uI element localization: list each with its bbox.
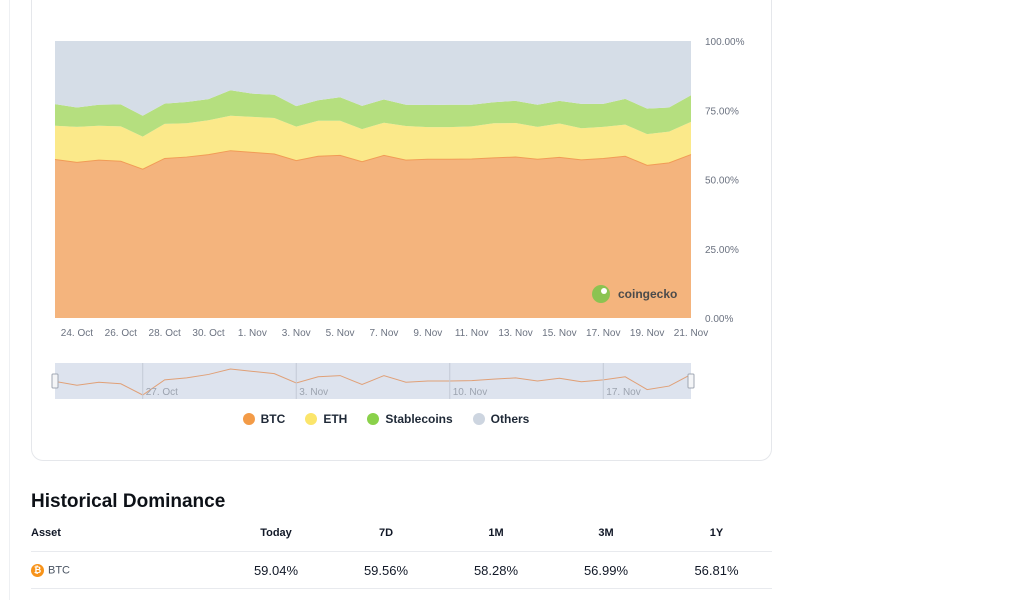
header-1y: 1Y [709, 527, 724, 539]
x-tick-label: 11. Nov [455, 328, 489, 339]
coingecko-logo-eye [601, 288, 607, 294]
table-header-row: Asset Today 7D 1M 3M 1Y [31, 515, 772, 552]
others-area[interactable] [55, 41, 691, 116]
x-tick-label: 1. Nov [238, 328, 267, 339]
value-1m: 58.28% [441, 551, 551, 589]
x-tick-label: 5. Nov [326, 328, 355, 339]
y-tick-label: 100.00% [705, 37, 745, 48]
stablecoins-legend-dot [367, 413, 380, 425]
x-tick-label: 3. Nov [282, 328, 311, 339]
x-tick-label: 30. Oct [192, 328, 224, 339]
value-today: 59.04% [221, 551, 331, 589]
legend-label-others: Others [490, 412, 530, 426]
legend-item-others[interactable]: Others [472, 412, 530, 426]
value-7d: 59.56% [331, 551, 441, 589]
value-1y: 56.81% [661, 551, 772, 589]
header-today: Today [260, 527, 292, 539]
legend-item-stablecoins[interactable]: Stablecoins [367, 412, 453, 426]
x-tick-label: 7. Nov [370, 328, 399, 339]
x-tick-label: 13. Nov [498, 328, 532, 339]
legend-item-btc[interactable]: BTC [242, 412, 286, 426]
table-row[interactable]: ₿ BTC 59.04% 59.56% 58.28% 56.99% 56.81% [31, 551, 772, 589]
navigator-handle-right[interactable] [687, 373, 695, 389]
bitcoin-icon: ₿ [31, 563, 44, 577]
historical-dominance-table: Asset Today 7D 1M 3M 1Y ₿ BTC 59.04% 59.5… [31, 515, 772, 589]
y-tick-label: 0.00% [705, 314, 733, 325]
range-navigator[interactable]: 27. Oct 3. Nov 10. Nov 17. Nov [51, 363, 695, 399]
header-asset: Asset [31, 527, 61, 539]
x-tick-label: 24. Oct [61, 328, 93, 339]
navigator-series-line [54, 368, 692, 396]
navigator-tick-label: 10. Nov [453, 387, 487, 398]
x-tick-label: 9. Nov [413, 328, 442, 339]
legend-item-eth[interactable]: ETH [305, 412, 347, 426]
btc-area[interactable] [55, 150, 691, 318]
others-legend-dot [472, 413, 485, 425]
x-tick-label: 21. Nov [674, 328, 708, 339]
x-tick-label: 17. Nov [586, 328, 620, 339]
stablecoins-area[interactable] [55, 90, 691, 137]
navigator-handle-left[interactable] [51, 373, 59, 389]
legend-label-btc: BTC [260, 412, 286, 426]
navigator-tick-label: 3. Nov [299, 387, 328, 398]
x-tick-label: 26. Oct [105, 328, 137, 339]
x-axis: 24. Oct 26. Oct 28. Oct 30. Oct 1. Nov 3. Nov… [61, 328, 708, 339]
value-3m: 56.99% [551, 551, 661, 589]
historical-dominance-title: Historical Dominance [31, 491, 226, 512]
header-1m: 1M [488, 527, 504, 539]
coingecko-wordmark: coingecko [618, 287, 677, 301]
btc-legend-dot [242, 413, 255, 425]
page-left-border [9, 0, 10, 600]
navigator-tick-label: 27. Oct [146, 387, 178, 398]
header-3m: 3M [598, 527, 614, 539]
legend-label-stablecoins: Stablecoins [385, 412, 453, 426]
dominance-chart[interactable]: 100.00% 75.00% 50.00% 25.00% 0.00% 24. Oct 26… [0, 0, 772, 405]
eth-legend-dot [305, 413, 318, 425]
coingecko-watermark: coingecko [592, 285, 677, 303]
navigator-tick-label: 17. Nov [606, 387, 640, 398]
eth-area[interactable] [55, 115, 691, 170]
x-tick-label: 19. Nov [630, 328, 664, 339]
header-7d: 7D [378, 527, 394, 539]
y-axis: 100.00% 75.00% 50.00% 25.00% 0.00% [705, 37, 745, 325]
coingecko-logo-icon [592, 285, 610, 303]
y-tick-label: 75.00% [705, 106, 739, 117]
y-tick-label: 50.00% [705, 176, 739, 187]
asset-cell[interactable]: ₿ BTC [31, 551, 221, 589]
chart-legend: BTC ETH Stablecoins Others [0, 412, 772, 426]
y-tick-label: 25.00% [705, 245, 739, 256]
btc-line [54, 150, 692, 170]
x-tick-label: 15. Nov [542, 328, 576, 339]
x-tick-label: 28. Oct [149, 328, 181, 339]
asset-name: BTC [48, 563, 70, 576]
legend-label-eth: ETH [323, 412, 348, 426]
plot-area [54, 41, 692, 318]
